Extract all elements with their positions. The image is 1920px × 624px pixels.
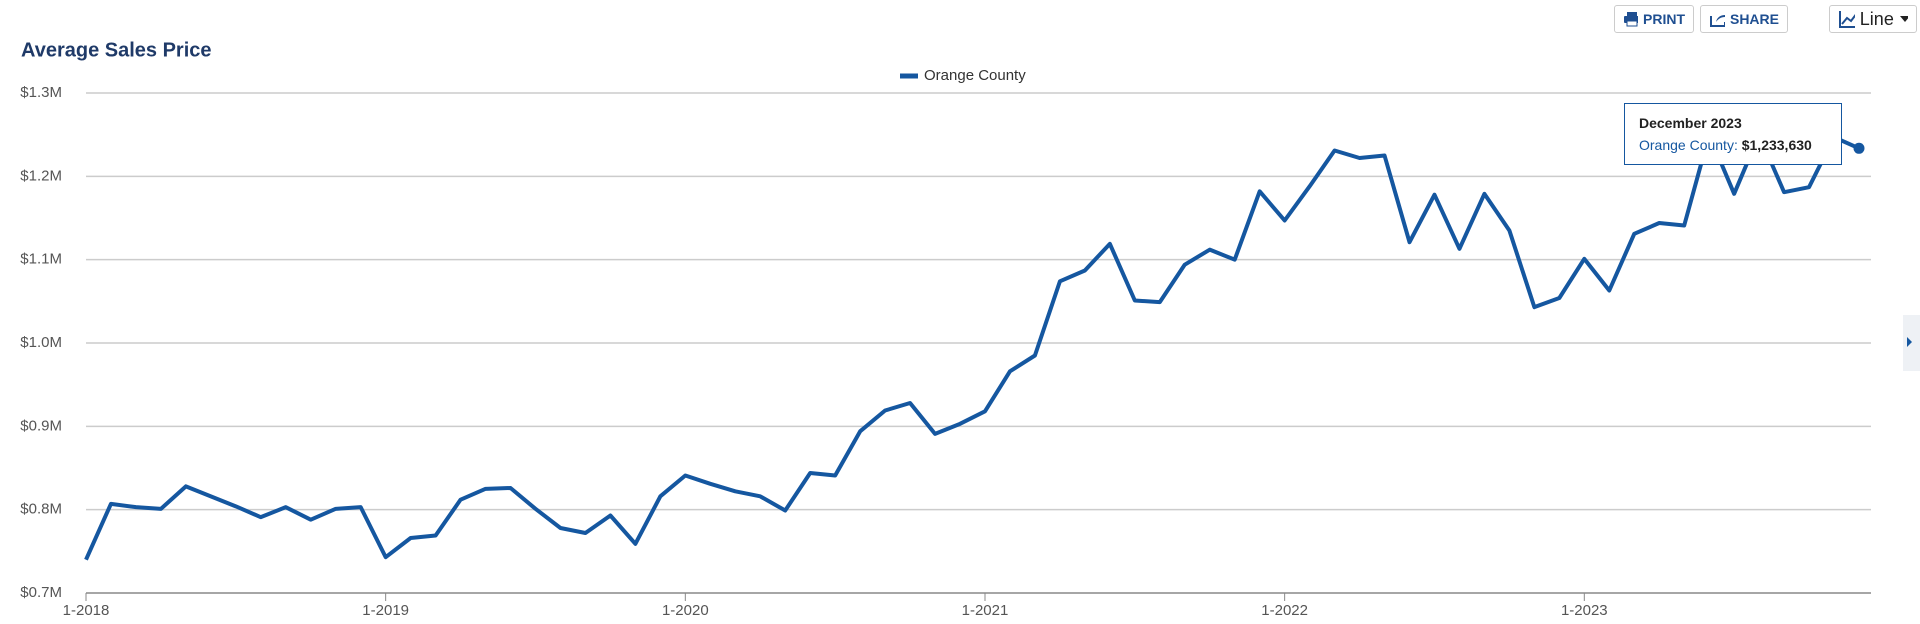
tooltip-series: Orange County:	[1639, 137, 1738, 153]
tooltip: December 2023 Orange County: $1,233,630	[1624, 103, 1842, 165]
x-tick-label: 1-2023	[1561, 602, 1608, 619]
y-tick-label: $0.8M	[20, 501, 62, 518]
legend-label: Orange County	[924, 67, 1026, 84]
print-label: PRINT	[1643, 11, 1685, 27]
chart-title: Average Sales Price	[21, 39, 212, 61]
x-tick-label: 1-2021	[962, 602, 1009, 619]
y-tick-label: $1.3M	[20, 84, 62, 101]
y-tick-label: $0.7M	[20, 584, 62, 601]
side-tab-arrow	[1907, 337, 1912, 347]
x-tick-label: 1-2022	[1261, 602, 1308, 619]
x-tick-label: 1-2020	[662, 602, 709, 619]
share-icon	[1710, 15, 1725, 27]
y-tick-label: $1.1M	[20, 251, 62, 268]
data-line	[84, 132, 1860, 561]
x-tick-label: 1-2018	[63, 602, 110, 619]
y-tick-label: $1.0M	[20, 334, 62, 351]
chart-type-label: Line	[1859, 8, 1894, 29]
hover-point	[1853, 142, 1865, 154]
caret	[1899, 16, 1908, 22]
share-button[interactable]: SHARE	[1700, 5, 1788, 33]
tooltip-value: $1,233,630	[1741, 137, 1812, 153]
tooltip-title: December 2023	[1639, 115, 1742, 131]
print-icon	[1624, 12, 1638, 27]
y-tick-label: $1.2M	[20, 167, 62, 184]
share-label: SHARE	[1729, 11, 1779, 27]
print-button[interactable]: PRINT	[1614, 5, 1694, 33]
side-tab[interactable]	[1903, 315, 1920, 371]
y-tick-label: $0.9M	[20, 417, 62, 434]
line-icon	[1839, 11, 1855, 28]
chart-type-dropdown[interactable]: Line	[1829, 5, 1917, 33]
x-tick-label: 1-2019	[362, 602, 409, 619]
